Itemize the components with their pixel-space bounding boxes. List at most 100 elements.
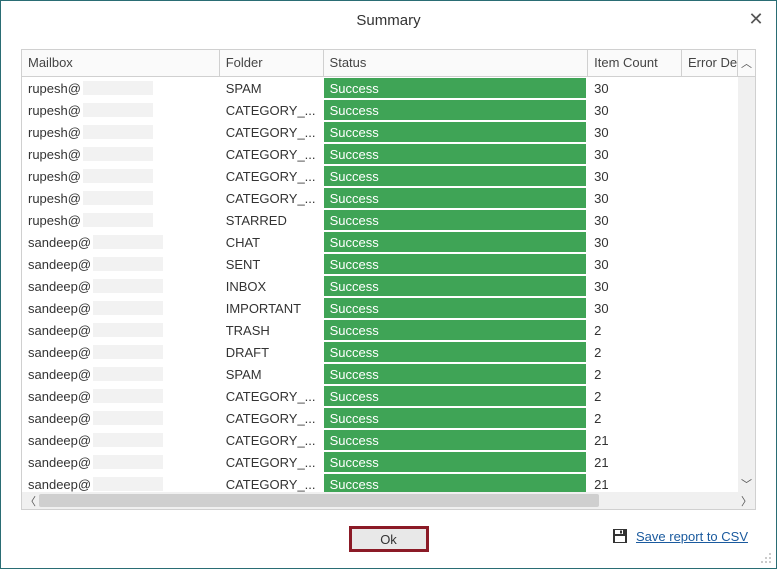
cell-item-count: 30 <box>588 231 682 253</box>
table-row[interactable]: sandeep@IMPORTANTSuccess30 <box>22 297 738 319</box>
hscroll-thumb[interactable] <box>39 494 599 507</box>
table-row[interactable]: rupesh@ CATEGORY_...Success30 <box>22 143 738 165</box>
mailbox-text: rupesh@ <box>28 147 81 162</box>
cell-item-count: 2 <box>588 363 682 385</box>
table-row[interactable]: rupesh@STARREDSuccess30 <box>22 209 738 231</box>
dialog-title: Summary <box>356 12 420 29</box>
mailbox-text: rupesh@ <box>28 81 81 96</box>
save-report-link[interactable]: Save report to CSV <box>636 529 748 544</box>
scroll-down-button[interactable]: ﹀ <box>738 475 755 492</box>
horizontal-scrollbar[interactable]: 〈 〉 <box>22 492 755 509</box>
status-badge: Success <box>324 144 587 164</box>
status-badge: Success <box>324 122 587 142</box>
table-row[interactable]: rupesh@CATEGORY_...Success30 <box>22 187 738 209</box>
cell-error-details <box>682 451 738 473</box>
cell-folder: CATEGORY_... <box>220 473 324 492</box>
table-row[interactable]: rupesh@SPAMSuccess30 <box>22 77 738 99</box>
mailbox-redacted <box>93 389 163 403</box>
cell-item-count: 30 <box>588 165 682 187</box>
cell-mailbox: sandeep@ <box>22 385 220 407</box>
close-button[interactable]: ✕ <box>746 9 766 29</box>
status-badge: Success <box>324 210 587 230</box>
cell-mailbox: sandeep@ <box>22 253 220 275</box>
scroll-left-button[interactable]: 〈 <box>22 492 39 509</box>
mailbox-text: sandeep@ <box>28 455 91 470</box>
hscroll-track[interactable] <box>39 492 738 509</box>
col-header-error-details[interactable]: Error Detail: <box>682 50 738 76</box>
cell-item-count: 30 <box>588 143 682 165</box>
table-row[interactable]: sandeep@SENTSuccess30 <box>22 253 738 275</box>
table-body: rupesh@SPAMSuccess30rupesh@CATEGORY_...S… <box>22 77 755 492</box>
mailbox-text: rupesh@ <box>28 169 81 184</box>
chevron-right-icon: 〉 <box>741 493 752 509</box>
col-header-mailbox[interactable]: Mailbox <box>22 50 220 76</box>
cell-error-details <box>682 319 738 341</box>
table-row[interactable]: sandeep@CATEGORY_...Success2 <box>22 407 738 429</box>
status-badge: Success <box>324 364 587 384</box>
mailbox-text: rupesh@ <box>28 125 81 140</box>
col-header-item-count[interactable]: Item Count <box>588 50 682 76</box>
status-badge: Success <box>324 78 587 98</box>
ok-button[interactable]: Ok <box>349 526 429 552</box>
cell-error-details <box>682 187 738 209</box>
cell-error-details <box>682 297 738 319</box>
cell-status: Success <box>324 231 589 253</box>
mailbox-redacted <box>93 323 163 337</box>
cell-folder: DRAFT <box>220 341 324 363</box>
table-row[interactable]: sandeep@DRAFTSuccess2 <box>22 341 738 363</box>
table-row[interactable]: rupesh@CATEGORY_...Success30 <box>22 121 738 143</box>
cell-folder: INBOX <box>220 275 324 297</box>
ok-button-label: Ok <box>380 532 397 547</box>
mailbox-text: sandeep@ <box>28 411 91 426</box>
cell-status: Success <box>324 407 589 429</box>
mailbox-redacted <box>83 147 153 161</box>
cell-item-count: 30 <box>588 275 682 297</box>
cell-status: Success <box>324 297 589 319</box>
mailbox-redacted <box>83 125 153 139</box>
status-badge: Success <box>324 386 587 406</box>
cell-folder: CATEGORY_... <box>220 451 324 473</box>
table-row[interactable]: sandeep@CATEGORY_...Success2 <box>22 385 738 407</box>
mailbox-text: sandeep@ <box>28 477 91 492</box>
mailbox-redacted <box>83 191 153 205</box>
cell-status: Success <box>324 451 589 473</box>
cell-mailbox: sandeep@ <box>22 363 220 385</box>
cell-status: Success <box>324 473 589 492</box>
cell-folder: CATEGORY_... <box>220 165 324 187</box>
mailbox-text: sandeep@ <box>28 389 91 404</box>
chevron-up-icon: ︿ <box>741 55 752 71</box>
col-header-status[interactable]: Status <box>324 50 589 76</box>
cell-folder: CATEGORY_... <box>220 99 324 121</box>
table-row[interactable]: sandeep@CATEGORY_...Success21 <box>22 429 738 451</box>
mailbox-text: sandeep@ <box>28 235 91 250</box>
vertical-scrollbar[interactable]: ﹀ <box>738 77 755 492</box>
table-row[interactable]: sandeep@ CATEGORY_...Success21 <box>22 473 738 492</box>
table-row[interactable]: sandeep@INBOXSuccess30 <box>22 275 738 297</box>
cell-item-count: 2 <box>588 407 682 429</box>
content-area: Mailbox Folder Status Item Count Error D… <box>1 39 776 510</box>
mailbox-redacted <box>93 455 163 469</box>
cell-item-count: 30 <box>588 253 682 275</box>
cell-folder: CATEGORY_... <box>220 143 324 165</box>
status-badge: Success <box>324 408 587 428</box>
scroll-right-button[interactable]: 〉 <box>738 492 755 509</box>
table-row[interactable]: sandeep@CATEGORY_...Success21 <box>22 451 738 473</box>
table-row[interactable]: sandeep@TRASHSuccess2 <box>22 319 738 341</box>
mailbox-text: sandeep@ <box>28 367 91 382</box>
cell-error-details <box>682 473 738 492</box>
cell-error-details <box>682 99 738 121</box>
resize-grip[interactable] <box>760 552 772 564</box>
status-badge: Success <box>324 276 587 296</box>
table-row[interactable]: sandeep@CHATSuccess30 <box>22 231 738 253</box>
table-row[interactable]: sandeep@SPAMSuccess2 <box>22 363 738 385</box>
scroll-up-button[interactable]: ︿ <box>738 50 755 76</box>
cell-item-count: 21 <box>588 473 682 492</box>
mailbox-redacted <box>93 367 163 381</box>
col-header-folder[interactable]: Folder <box>220 50 324 76</box>
cell-mailbox: rupesh@ <box>22 77 220 99</box>
cell-folder: CATEGORY_... <box>220 385 324 407</box>
table-row[interactable]: rupesh@CATEGORY_...Success30 <box>22 165 738 187</box>
table-row[interactable]: rupesh@CATEGORY_...Success30 <box>22 99 738 121</box>
save-icon <box>612 528 628 544</box>
status-badge: Success <box>324 430 587 450</box>
